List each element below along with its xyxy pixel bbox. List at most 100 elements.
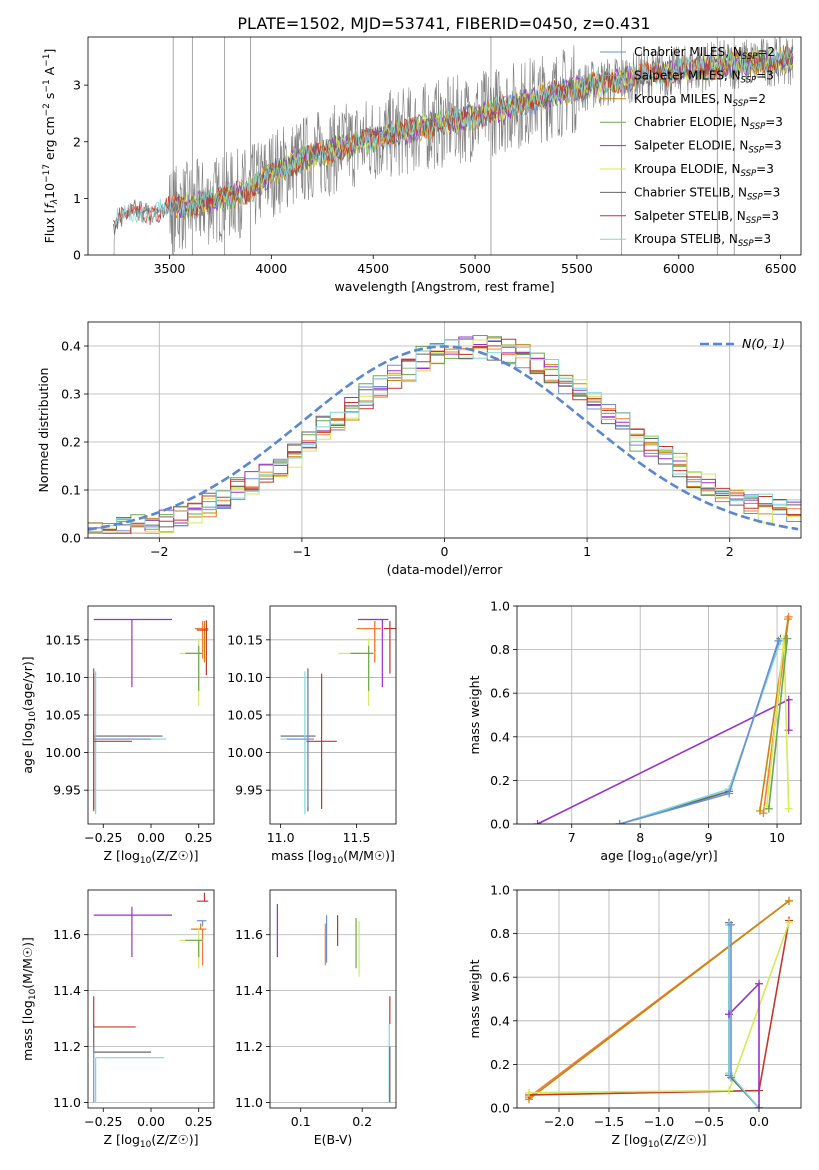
mass-weight-marker [725,789,734,798]
x-axis-label: Z [log10(Z/Z☉)] [103,1132,198,1150]
label-part: age [log [20,722,35,773]
y-tick-label: 10.10 [227,670,263,685]
x-tick-label: −2.0 [544,1114,574,1129]
legend-sub: SSP [741,169,757,179]
legend-suffix: =2 [757,45,775,59]
label-part: mass [log [271,848,332,863]
mass-weight-marker [784,804,793,813]
y-tick-label: 11.2 [235,1039,263,1054]
legend-label: Salpeter ELODIE, N [634,139,748,153]
y-tick-label: 1.0 [490,599,510,614]
y-tick-label: 10.15 [45,632,81,647]
x-tick-label: 2 [726,544,734,559]
x-tick-label: 7 [568,830,576,845]
x-tick-label: −0.25 [84,1114,122,1129]
label-part: Flux [ [42,209,57,244]
label-part: (age/yr)] [663,848,718,863]
model-fit-line [113,46,793,229]
x-tick-label: 4500 [357,261,389,276]
mass-weight-marker [727,920,735,929]
y-tick-label: 0.3 [61,387,81,402]
label-part: s [42,93,57,104]
legend-entry: Salpeter STELIB, NSSP=3 [634,209,779,226]
legend-sub: SSP [742,52,758,62]
plot-area-age_vs_Z [93,618,209,815]
mass-weight-marker [533,820,542,824]
label-part: (Z/Z☉)] [151,1132,198,1147]
figure-title: PLATE=1502, MJD=53741, FIBERID=0450, z=0… [237,14,650,33]
label-part: (M/M☉)] [20,937,35,989]
y-tick-label: 0 [73,248,81,263]
label-part: age [log [600,848,651,863]
y-tick-label: 0.4 [490,729,510,744]
label-part: (M/M☉)] [343,848,395,863]
y-tick-label: 9.95 [53,783,81,798]
plots: 3500 4000 4500 5000 5500 6000 6500 0 1 2 3 waveleng… [20,36,802,1150]
label-part: (Z/Z☉)] [151,848,198,863]
y-tick-label: 11.6 [235,927,263,942]
y-axis-label: mass [log10(M/M☉)] [20,937,38,1061]
mass-weight-line [768,638,789,809]
y-axis-label: Normed distribution [36,368,51,493]
legend-sub: SSP [733,99,749,109]
plot-area-mass_weight_vs_age [533,612,793,824]
y-tick-label: 0.4 [490,1013,510,1028]
x-tick-label: 0.2 [352,1114,372,1129]
axes-frame [87,36,802,256]
x-axis-label: Z [log10(Z/Z☉)] [103,848,198,866]
legend-suffix: =3 [761,209,779,223]
x-tick-label: 11.5 [343,830,371,845]
x-axis-label: (data-model)/error [387,562,504,577]
x-tick-label: 0.25 [185,1114,213,1129]
y-axis-label: mass weight [467,675,482,754]
legend-suffix: =3 [765,115,783,129]
y-tick-label: 10.05 [45,708,81,723]
mass-weight-marker [764,804,773,813]
mass-weight-marker [755,1104,763,1108]
y-tick-label: 1 [73,191,81,206]
residual-histogram-step [88,338,801,533]
legend-label: Salpeter STELIB, N [634,209,746,223]
y-tick-label: 10.15 [227,632,263,647]
plot-area-mass_weight_vs_Z [525,896,793,1108]
y-tick-label: 0.8 [490,642,510,657]
legend-suffix: =3 [756,68,774,82]
x-tick-label: 6000 [663,261,695,276]
x-tick-label: 4000 [255,261,287,276]
label-part: f [42,203,57,209]
x-tick-label: 11.0 [267,830,295,845]
x-tick-label: 3500 [154,261,186,276]
x-tick-label: −1.5 [594,1114,624,1129]
x-tick-label: 10 [769,830,785,845]
legend-suffix: =3 [756,162,774,176]
label-part: 10 [140,1140,152,1150]
x-tick-label: 5000 [459,261,491,276]
legend-label: Chabrier STELIB, N [634,185,747,199]
y-tick-label: 0.2 [61,435,81,450]
axes-frame [516,605,802,825]
legend-sub: SSP [746,216,762,226]
y-tick-label: 11.6 [53,927,81,942]
mass-weight-marker [727,1073,735,1082]
mass-weight-line [528,900,790,1100]
mass-weight-marker [725,1086,733,1095]
legend-label: Chabrier ELODIE, N [634,115,750,129]
y-tick-label: 0.2 [490,773,510,788]
legend-entry: Chabrier ELODIE, NSSP=3 [634,115,783,132]
mass-weight-marker [785,896,793,905]
label-part: 10 [140,856,152,866]
x-tick-label: 0.0 [749,1114,769,1129]
x-tick-label: −1 [293,544,311,559]
plot-area-mass_vs_Z [93,892,209,1103]
legend-label: Kroupa MILES, N [634,92,733,106]
axes-age_vs_mass: 11.0 11.5 9.95 10.00 10.05 10.10 10.15 mass [lo… [227,605,397,866]
label-part: A [42,66,57,79]
label-part: 10 [42,183,57,199]
legend-entry: Kroupa STELIB, NSSP=3 [634,232,771,249]
mass-weight-marker [783,634,792,643]
x-tick-label: 5500 [561,261,593,276]
axes-frame [269,605,397,825]
legend-sub: SSP [750,122,766,132]
